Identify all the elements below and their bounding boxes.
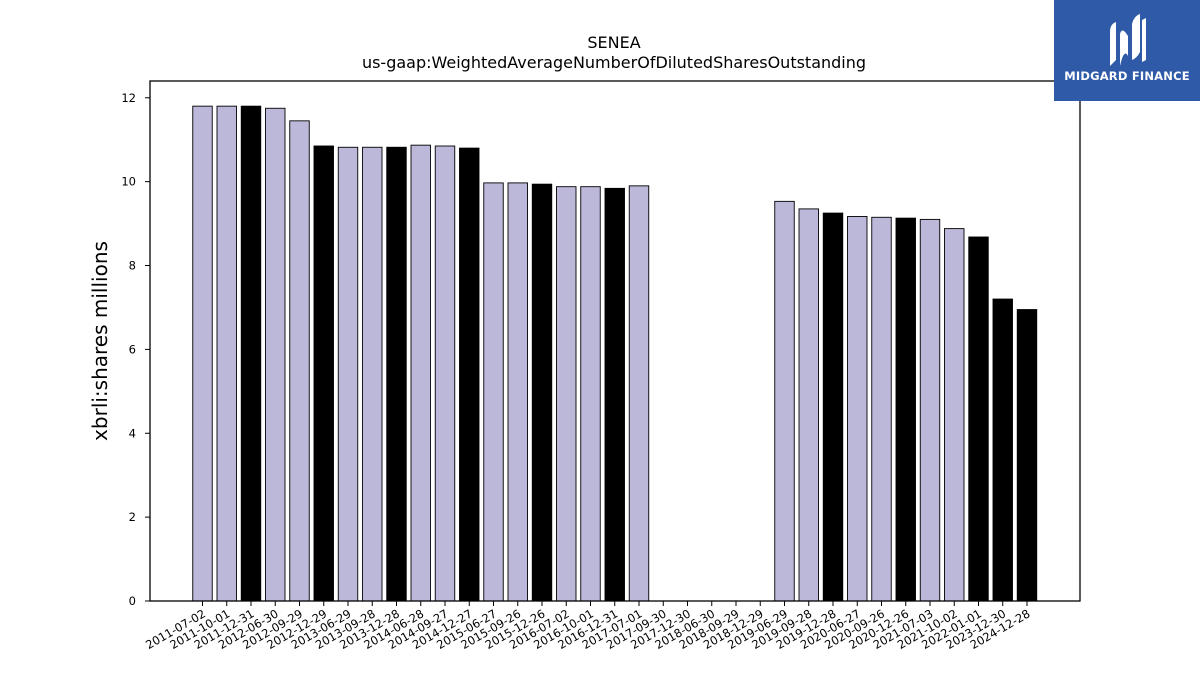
bar-2016-10-01 (580, 186, 601, 602)
midgard-m-logo-icon (1110, 14, 1146, 67)
bar-2022-01-01 (968, 236, 989, 602)
bar-2011-10-01 (216, 105, 237, 602)
bar-2014-06-28 (410, 144, 431, 602)
bar-2021-10-02 (944, 228, 965, 602)
bar-2016-12-31 (604, 187, 625, 602)
bar-2014-09-27 (434, 145, 456, 602)
chart-title: SENEA (587, 33, 640, 52)
bars-group (192, 105, 1038, 602)
y-tick-label: 12 (121, 91, 136, 105)
bar-2012-12-29 (313, 145, 334, 602)
bar-2020-12-26 (895, 217, 916, 602)
bar-2015-09-26 (507, 182, 528, 602)
bar-2020-09-26 (871, 216, 892, 602)
y-tick-label: 0 (129, 594, 136, 608)
bar-2013-06-29 (337, 146, 359, 602)
bar-2020-06-27 (847, 215, 868, 602)
y-tick-label: 10 (121, 175, 136, 189)
y-tick-label: 2 (129, 510, 136, 524)
bar-2012-06-30 (265, 107, 286, 602)
bar-2013-12-28 (386, 146, 407, 602)
bar-2021-07-03 (919, 218, 941, 602)
y-axis-label: xbrli:shares millions (88, 241, 112, 441)
bar-2011-07-02 (192, 105, 213, 602)
x-axis-ticks: 2011-07-022011-10-012011-12-312012-06-30… (143, 601, 1033, 652)
bar-2014-12-27 (459, 147, 480, 602)
bar-2015-12-26 (531, 183, 553, 602)
bar-2012-09-29 (289, 120, 310, 602)
bar-2019-09-28 (798, 208, 819, 602)
y-tick-label: 6 (129, 342, 136, 356)
logo-text: MIDGARD FINANCE (1064, 69, 1190, 83)
bar-2013-09-28 (362, 146, 383, 602)
bar-2015-06-27 (483, 182, 504, 602)
chart-subtitle: us-gaap:WeightedAverageNumberOfDilutedSh… (362, 53, 866, 72)
midgard-finance-logo: MIDGARD FINANCE (1054, 0, 1200, 101)
y-axis-ticks: 0 2 4 6 8 10 12 (121, 91, 150, 608)
bar-2016-07-02 (556, 186, 577, 602)
plot-frame (149, 80, 1081, 602)
bar-2019-06-29 (774, 200, 795, 602)
bar-2017-07-01 (628, 185, 650, 602)
y-tick-label: 4 (129, 426, 136, 440)
bar-2024-12-28 (1016, 309, 1038, 602)
bar-2019-12-28 (822, 212, 844, 602)
y-tick-label: 8 (129, 259, 136, 273)
bar-2023-12-30 (992, 298, 1013, 602)
bar-2011-12-31 (240, 105, 262, 602)
